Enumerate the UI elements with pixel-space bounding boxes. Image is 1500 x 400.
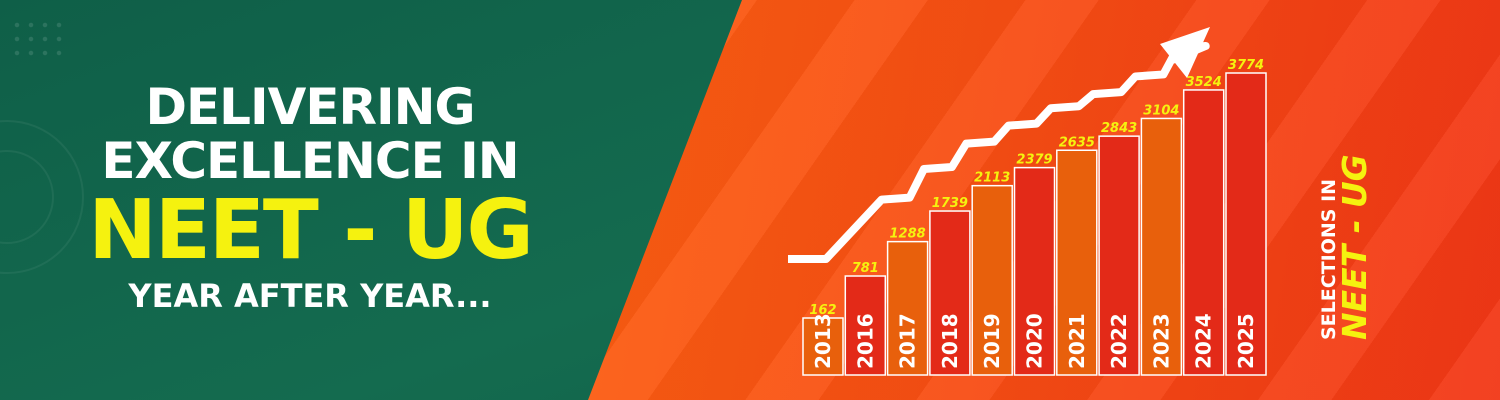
value-label-2021: 2635 [1059,135,1095,150]
year-label-2020: 2020 [1023,313,1047,369]
year-label-2023: 2023 [1149,313,1173,369]
headline-tagline: YEAR AFTER YEAR... [128,277,492,315]
bar-2013 [802,317,844,376]
year-label-2018: 2018 [938,313,962,369]
bar-2024 [1182,89,1225,376]
decorative-dots [10,18,70,58]
headline-exam-name: NEET - UG [88,183,534,278]
value-label-2017: 1288 [890,227,926,242]
bar-2016 [844,275,887,376]
bar-2018 [929,210,971,376]
bar-2023 [1140,117,1183,376]
value-label-2024: 3524 [1186,75,1222,90]
value-label-2013: 162 [809,303,836,318]
trend-arrow-head [1160,27,1210,78]
year-label-2019: 2019 [980,313,1004,369]
year-label-2016: 2016 [853,313,877,369]
value-label-2018: 1739 [932,196,968,211]
year-label-2025: 2025 [1234,313,1258,369]
value-label-2020: 2379 [1016,153,1052,168]
value-label-2019: 2113 [974,171,1010,186]
value-label-2016: 781 [852,261,879,276]
bar-2022 [1098,135,1140,376]
bar-2025 [1225,72,1267,376]
value-label-2025: 3774 [1228,58,1264,73]
headline-line-2: EXCELLENCE IN [101,132,519,190]
year-label-2021: 2021 [1065,313,1089,369]
bar-2020 [1013,166,1056,376]
value-label-2023: 3104 [1143,103,1179,118]
bar-2017 [886,240,929,376]
headline-line-1: DELIVERING [145,78,476,136]
bar-2019 [971,184,1013,376]
headline: DELIVERING EXCELLENCE IN NEET - UG YEAR … [40,82,580,312]
bar-2021 [1056,149,1098,376]
side-label-exam: NEET - UG [1335,154,1374,340]
year-label-2024: 2024 [1192,313,1216,369]
year-label-2022: 2022 [1107,313,1131,369]
value-label-2022: 2843 [1101,121,1137,136]
side-label: SELECTIONS IN NEET - UG [1318,100,1374,340]
year-label-2013: 2013 [811,313,835,369]
trend-arrow-line [788,41,1210,263]
year-label-2017: 2017 [896,313,920,369]
